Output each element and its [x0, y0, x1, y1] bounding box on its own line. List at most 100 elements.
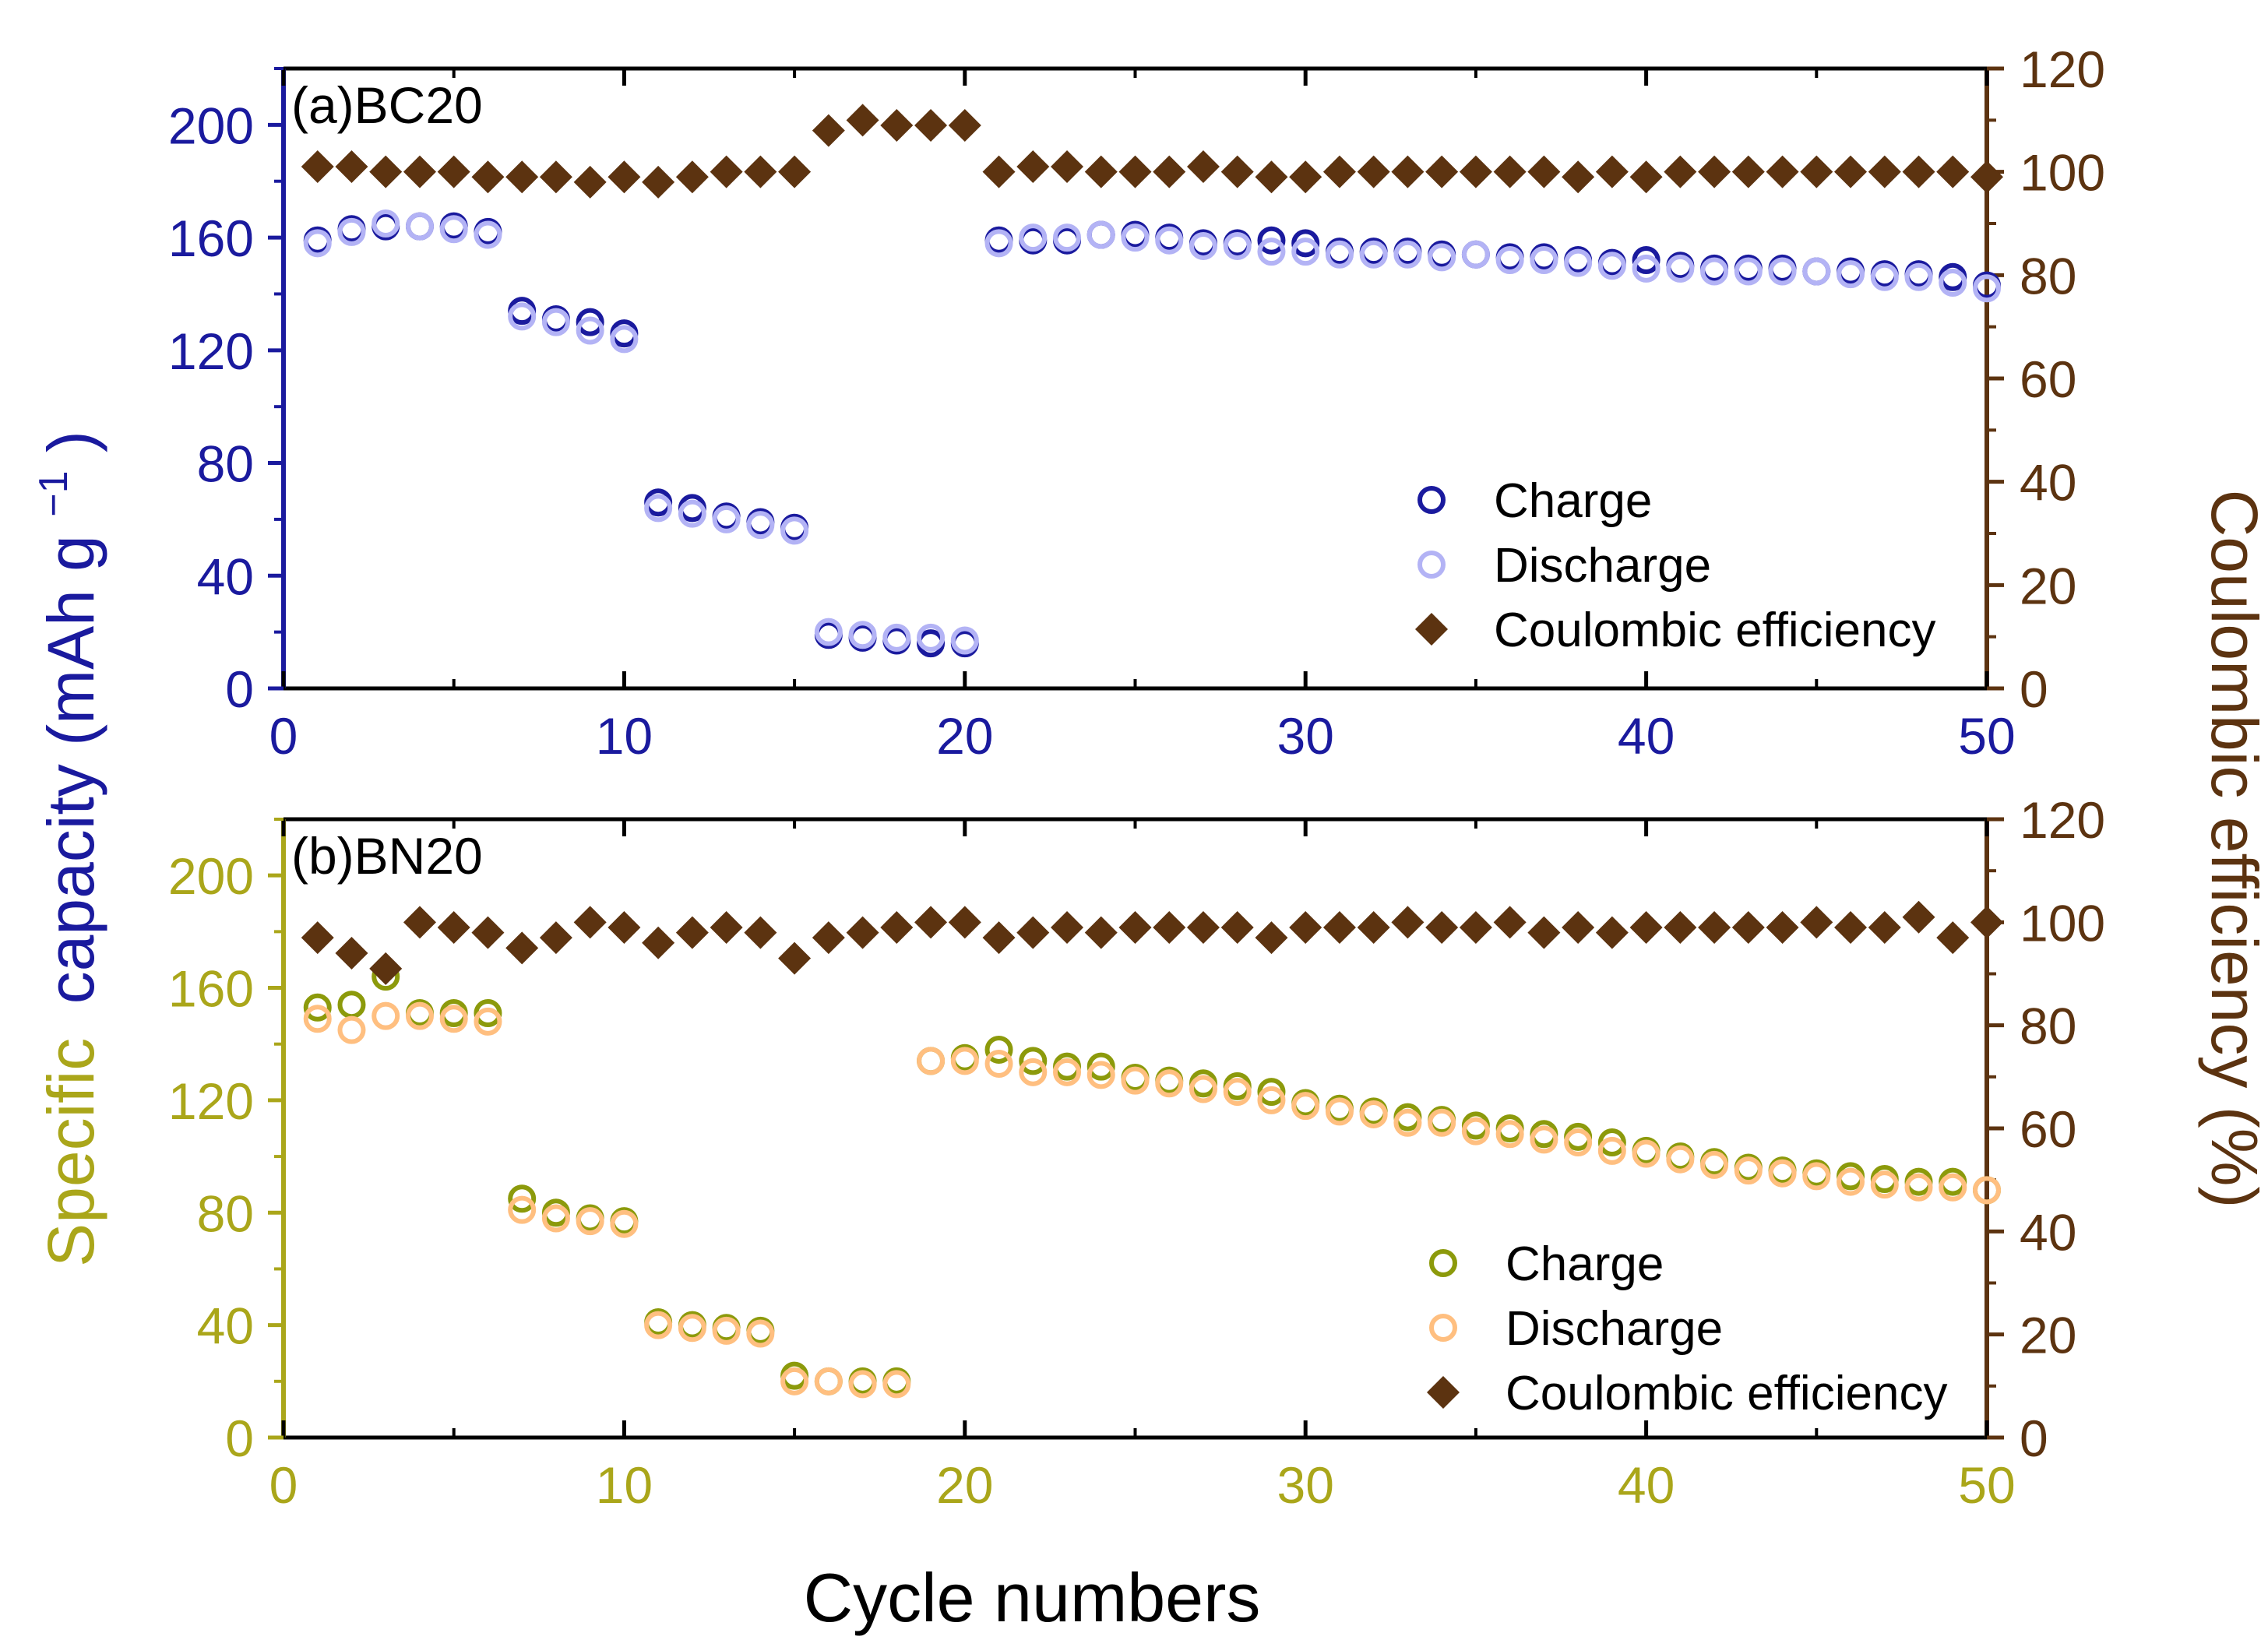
discharge-point-b [372, 1001, 400, 1030]
left-y-tick-label: 80 [197, 1184, 254, 1242]
efficiency-point-a [914, 108, 948, 142]
efficiency-point-a [1186, 150, 1220, 184]
left-y-tick-label: 0 [225, 1409, 254, 1467]
efficiency-point-b [505, 931, 539, 965]
efficiency-point-b [335, 937, 368, 970]
discharge-point-b [1359, 1100, 1388, 1128]
legend-a: Charge Discharge Coulombic efficiency [1415, 474, 1935, 657]
x-tick-label: 50 [1958, 1456, 2015, 1514]
efficiency-point-b [1595, 916, 1629, 949]
efficiency-point-a [1118, 155, 1152, 188]
discharge-point-a [1291, 238, 1320, 266]
discharge-point-a [474, 220, 502, 249]
discharge-point-b [1734, 1156, 1763, 1185]
left-axis-title-part1: Specific [34, 1038, 107, 1267]
discharge-point-a [1495, 246, 1524, 275]
discharge-point-b [337, 1015, 366, 1044]
discharge-point-a [1121, 223, 1150, 252]
right-y-tick-label: 20 [2020, 1307, 2076, 1364]
efficiency-point-b [1936, 921, 1970, 955]
efficiency-point-a [505, 160, 539, 194]
discharge-point-a [814, 618, 843, 646]
discharge-point-b [1904, 1173, 1933, 1202]
discharge-point-a [610, 325, 639, 354]
efficiency-point-a [539, 160, 572, 194]
discharge-point-a [678, 499, 706, 528]
efficiency-point-b [982, 921, 1016, 955]
left-y-tick-label: 160 [168, 209, 254, 267]
efficiency-point-b [1629, 910, 1663, 944]
discharge-point-b [1837, 1167, 1865, 1196]
efficiency-point-a [642, 165, 675, 199]
discharge-point-a [1597, 252, 1626, 280]
efficiency-point-a [1766, 155, 1799, 188]
efficiency-point-a [573, 165, 607, 199]
discharge-point-a [1802, 257, 1831, 286]
charge-point-a [1257, 226, 1286, 255]
efficiency-point-a [1731, 155, 1765, 188]
x-tick-label: 20 [936, 707, 993, 765]
x-tick-label: 40 [1618, 1456, 1675, 1514]
discharge-point-b [1564, 1128, 1593, 1157]
discharge-point-b [678, 1314, 706, 1343]
efficiency-point-a [1220, 155, 1254, 188]
efficiency-point-b [675, 916, 709, 949]
discharge-point-b [1939, 1173, 1967, 1202]
discharge-point-b [950, 1047, 979, 1075]
efficiency-point-b [1834, 910, 1868, 944]
right-y-tick-label: 80 [2020, 247, 2076, 304]
right-y-tick-label: 60 [2020, 1100, 2076, 1158]
panel-title: (b)BN20 [291, 827, 483, 885]
efficiency-point-a [1391, 155, 1425, 188]
efficiency-point-b [608, 910, 641, 944]
x-tick-label: 10 [596, 707, 653, 765]
discharge-point-b [1530, 1125, 1558, 1154]
discharge-point-b [303, 1005, 332, 1033]
discharge-point-b [644, 1311, 673, 1339]
charge-point-b [1597, 1128, 1626, 1157]
legend-b: Charge Discharge Coulombic efficiency [1427, 1237, 1947, 1420]
left-axis-title: Specific capacity (mAh g −1 ) [8, 431, 107, 1267]
charge-point-a [576, 308, 604, 336]
efficiency-point-a [1289, 160, 1322, 194]
legend-efficiency-marker [1415, 613, 1448, 646]
discharge-point-b [1393, 1108, 1422, 1137]
discharge-point-b [1461, 1117, 1490, 1146]
efficiency-point-b [846, 916, 879, 949]
efficiency-point-b [1527, 916, 1561, 949]
efficiency-point-a [1493, 155, 1527, 188]
efficiency-point-b [1493, 906, 1527, 939]
discharge-point-a [1393, 240, 1422, 269]
efficiency-point-b [471, 916, 505, 949]
discharge-point-b [1870, 1170, 1899, 1199]
discharge-point-b [1597, 1136, 1626, 1165]
discharge-point-a [541, 308, 570, 336]
right-y-tick-label: 40 [2020, 454, 2076, 512]
legend-label: Charge [1506, 1237, 1664, 1291]
legend-label: Discharge [1506, 1302, 1723, 1356]
discharge-point-b [1121, 1066, 1150, 1095]
efficiency-point-a [1698, 155, 1731, 188]
efficiency-point-a [437, 155, 470, 188]
efficiency-point-b [1902, 900, 1935, 934]
x-tick-label: 0 [269, 1456, 298, 1514]
charge-point-a [1291, 229, 1320, 258]
efficiency-point-a [1255, 160, 1288, 194]
discharge-point-a [1019, 223, 1048, 252]
discharge-point-b [610, 1209, 639, 1238]
efficiency-point-b [1016, 916, 1050, 949]
panel-b: 0 10 20 30 40 5004080120160200020406080100120… [168, 791, 2105, 1514]
right-y-tick-label: 100 [2020, 144, 2105, 202]
efficiency-point-a [1834, 155, 1868, 188]
left-y-tick-label: 80 [197, 435, 254, 493]
discharge-point-b [814, 1367, 843, 1395]
efficiency-point-a [1562, 160, 1595, 194]
efficiency-point-b [301, 921, 334, 955]
discharge-point-b [1973, 1176, 2001, 1205]
discharge-point-a [644, 494, 673, 523]
efficiency-point-b [1220, 910, 1254, 944]
discharge-point-a [1257, 238, 1286, 266]
discharge-point-b [1700, 1150, 1729, 1179]
discharge-point-a [1086, 220, 1115, 249]
x-tick-label: 0 [269, 707, 298, 765]
